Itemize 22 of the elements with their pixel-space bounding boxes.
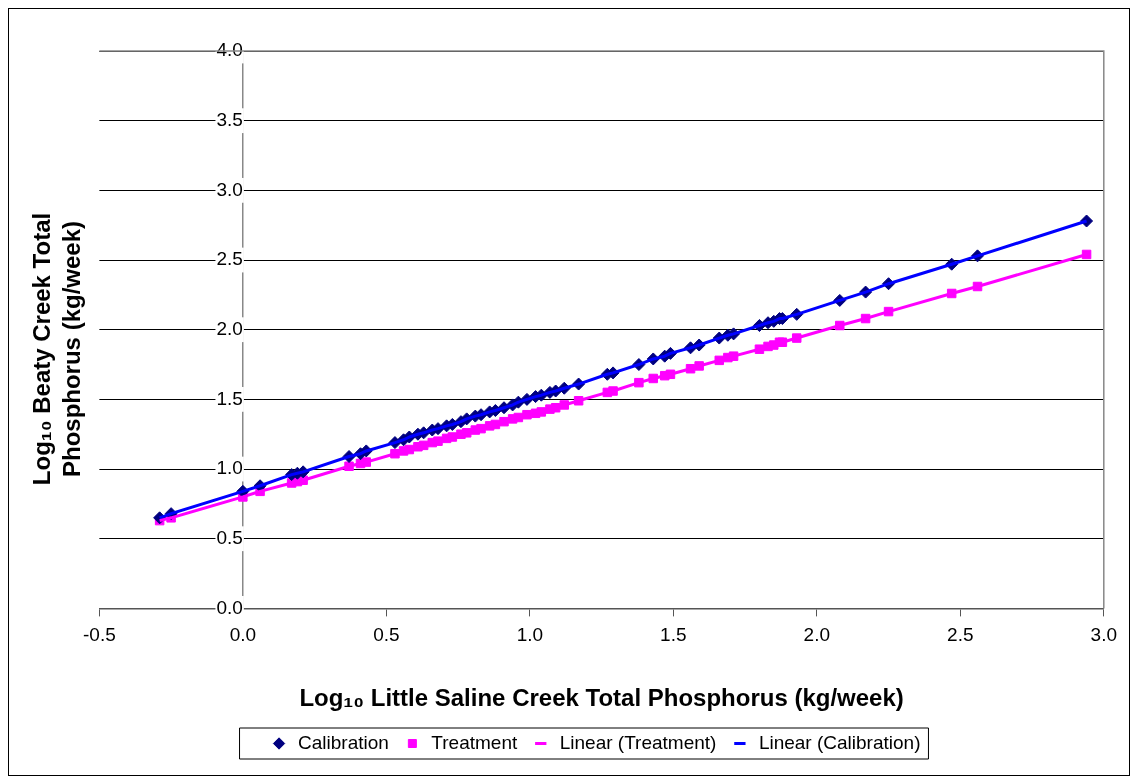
y-axis-title: Log₁₀ Beaty Creek Total Phosphorus (kg/week)	[27, 211, 85, 488]
legend-label: Linear (Calibration)	[758, 731, 921, 753]
x-tick-label: -0.5	[82, 624, 116, 646]
x-tick-label: 0.5	[373, 624, 400, 646]
legend-label: Calibration	[298, 731, 389, 753]
y-tick-label: 2.0	[216, 317, 243, 339]
x-tick-label: 3.0	[1090, 624, 1117, 646]
y-tick-label: 4.0	[216, 39, 243, 61]
x-tick-label: 1.5	[660, 624, 687, 646]
y-tick-label: 1.5	[216, 387, 243, 409]
x-axis-title: Log₁₀ Little Saline Creek Total Phosphorus (kg/week)	[299, 684, 904, 712]
y-tick-label: 3.5	[216, 108, 243, 130]
y-tick-label: 3.0	[216, 178, 243, 200]
x-tick-label: 2.5	[947, 624, 974, 646]
y-tick-label: 2.5	[216, 248, 243, 270]
x-tick-label: 1.0	[516, 624, 544, 646]
legend-label: Linear (Treatment)	[559, 731, 717, 753]
legend-label: Treatment	[431, 731, 518, 753]
y-tick-label: 0.5	[216, 526, 243, 548]
y-tick-label: 0.0	[216, 596, 243, 618]
y-tick-label: 1.0	[216, 457, 243, 479]
x-tick-label: 2.0	[803, 624, 831, 646]
